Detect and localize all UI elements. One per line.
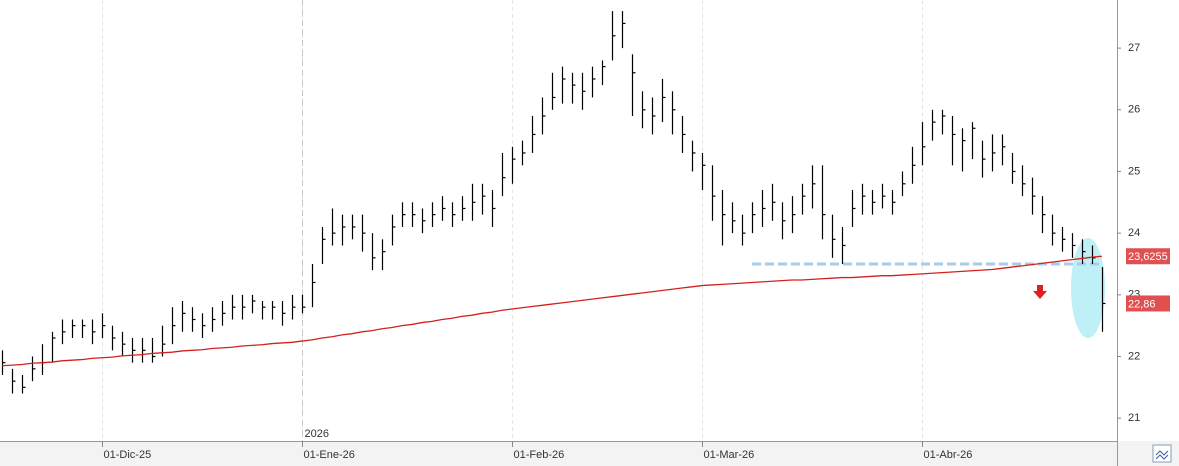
y-tick-label: 26 <box>1128 104 1140 116</box>
x-tick-label: 01-Mar-26 <box>704 449 755 461</box>
y-tick-label: 27 <box>1128 42 1140 54</box>
y-tick-label: 25 <box>1128 165 1140 177</box>
y-tick-label: 24 <box>1128 227 1140 239</box>
year-label: 2026 <box>305 428 329 440</box>
x-tick-label: 01-Feb-26 <box>514 449 565 461</box>
price-tag-label: 23,6255 <box>1128 251 1168 263</box>
price-tag <box>1126 248 1170 265</box>
x-tick-label: 01-Ene-26 <box>304 449 355 461</box>
y-tick-label: 22 <box>1128 350 1140 362</box>
toolbar-icon[interactable] <box>1152 444 1172 463</box>
x-axis-band <box>0 441 1179 466</box>
price-tag-label: 22,86 <box>1128 298 1156 310</box>
price-tag <box>1126 295 1170 312</box>
moving-average <box>1 255 1103 367</box>
x-tick-label: 01-Abr-26 <box>924 449 973 461</box>
highlight-ellipse <box>1071 238 1105 338</box>
x-tick-label: 01-Dic-25 <box>104 449 152 461</box>
down-arrow <box>1033 285 1047 299</box>
y-tick-label: 21 <box>1128 412 1140 424</box>
